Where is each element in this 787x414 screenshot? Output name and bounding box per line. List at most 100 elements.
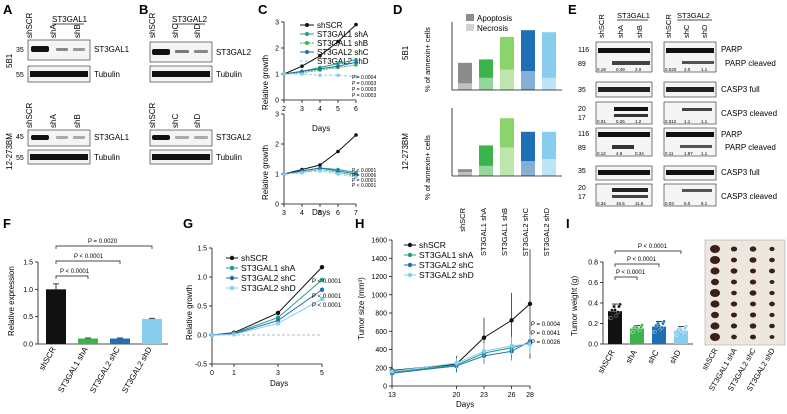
data-point <box>319 296 325 302</box>
blot-band <box>73 48 85 51</box>
tumor <box>731 279 737 285</box>
blot-frame <box>595 41 653 73</box>
x-tick-label: 20 <box>453 392 461 399</box>
tumor <box>769 323 775 329</box>
bar-necrosis <box>500 147 514 176</box>
mw-marker: 20 <box>578 185 586 192</box>
data-point <box>509 343 514 349</box>
data-point <box>354 63 358 67</box>
data-point <box>319 287 325 292</box>
data-point <box>275 321 281 326</box>
tumor-photo-spots <box>710 245 775 341</box>
bar-necrosis <box>479 165 493 176</box>
cell-line-label: 12-273BM <box>401 133 410 170</box>
blot-band <box>614 107 648 111</box>
tumor <box>711 311 719 319</box>
data-point <box>354 175 358 179</box>
data-point <box>657 323 661 328</box>
blot-band <box>31 46 49 52</box>
lane-label: shSCR <box>148 102 157 128</box>
data-point <box>454 360 459 366</box>
y-tick-label: 2 <box>275 46 279 53</box>
quant-value: 0.11 <box>665 151 674 156</box>
tumor <box>769 312 775 318</box>
mw-marker: 116 <box>578 131 589 138</box>
legend-label: Apoptosis <box>477 14 512 23</box>
panel-letter-D: D <box>393 2 402 17</box>
band-label: PARP <box>721 130 742 139</box>
x-tick-label: 5 <box>320 370 324 377</box>
p-value: P = 0.0041 <box>531 331 561 337</box>
plot-area <box>451 22 562 177</box>
band-label: CASP3 full <box>721 168 760 177</box>
p-value: P < 0.0001 <box>627 257 657 263</box>
blot-band <box>612 61 650 65</box>
category-label: ST3GAL2 shD <box>542 207 551 256</box>
x-tick-label: 4 <box>300 210 304 217</box>
data-point <box>300 170 304 175</box>
y-tick-label: 800 <box>375 311 387 318</box>
blot-band <box>30 71 88 77</box>
x-tick-label: 2 <box>282 106 286 113</box>
quant-value: 0.01 <box>597 119 606 124</box>
y-tick-label: 2 <box>275 142 279 149</box>
data-point <box>612 304 616 309</box>
data-point <box>336 73 340 78</box>
data-point <box>675 333 679 337</box>
lane-label: shC <box>171 114 180 128</box>
blot-band <box>152 71 210 77</box>
quant-value: 0.34 <box>635 151 644 156</box>
axis-title: Relative growth <box>261 145 270 200</box>
data-point <box>318 54 322 58</box>
band-label: ST3GAL2 <box>216 133 252 142</box>
category-label: ST3GAL1 shA <box>479 208 488 256</box>
data-point <box>527 341 533 347</box>
lane-label: shSCR <box>25 12 34 38</box>
tumor <box>731 290 737 296</box>
category-label: ST3GAL1 shB <box>500 208 509 256</box>
category-label: shSCR <box>37 345 58 372</box>
x-tick-label: 5 <box>336 106 340 113</box>
y-tick-label: 0 <box>275 202 279 209</box>
x-tick-label: 13 <box>388 392 396 399</box>
blot-band <box>666 170 714 175</box>
panel-c: shSCR ST3GAL1 shA ST3GAL1 shB ST3GAL2 sh… <box>261 20 376 218</box>
y-tick-label: 600 <box>375 329 387 336</box>
p-value: P = 0.0001 <box>352 178 376 184</box>
tumor <box>710 322 720 330</box>
y-tick-label: 0.2 <box>588 321 598 328</box>
y-tick-label: 400 <box>375 347 387 354</box>
bar-apoptosis <box>479 59 493 90</box>
legend-label: ST3GAL2 shC <box>241 273 296 283</box>
p-value: P = 0.0003 <box>352 87 376 93</box>
plot-area: 0.0 0.2 0.4 0.6 0.8 <box>588 250 693 349</box>
quant-value: 1.1 <box>701 151 708 156</box>
cell-line-label: 12-273BM <box>5 133 14 170</box>
category-label: ST3GAL2 shD <box>120 345 154 394</box>
mw-marker: 35 <box>578 87 586 94</box>
bar-apoptosis <box>458 169 472 176</box>
blot-band <box>682 108 712 111</box>
data-point <box>679 327 683 332</box>
y-tick-label: 0.5 <box>23 314 33 321</box>
lane-label: shSCR <box>597 14 606 38</box>
tumor <box>730 323 738 329</box>
data-point <box>481 349 487 354</box>
bar-apoptosis <box>500 118 514 176</box>
tumor <box>749 279 757 285</box>
category-label: shSCR <box>596 348 617 375</box>
x-tick-label: 23 <box>480 392 488 399</box>
p-value: P < 0.0001 <box>60 269 90 275</box>
mw-marker: 17 <box>578 194 586 201</box>
lane-label: shSCR <box>664 14 673 38</box>
x-tick-label: 4 <box>318 106 322 113</box>
category-label: shA <box>624 348 639 365</box>
panel-e: shSCR shA shB ST3GAL1 shSCR shC shD ST3G… <box>578 11 777 207</box>
mw-marker: 35 <box>16 47 24 54</box>
mw-marker: 89 <box>578 61 586 68</box>
tumor <box>710 333 720 341</box>
quant-value: 6.1 <box>701 201 708 206</box>
blot-band <box>56 48 68 51</box>
tumor <box>769 280 775 284</box>
